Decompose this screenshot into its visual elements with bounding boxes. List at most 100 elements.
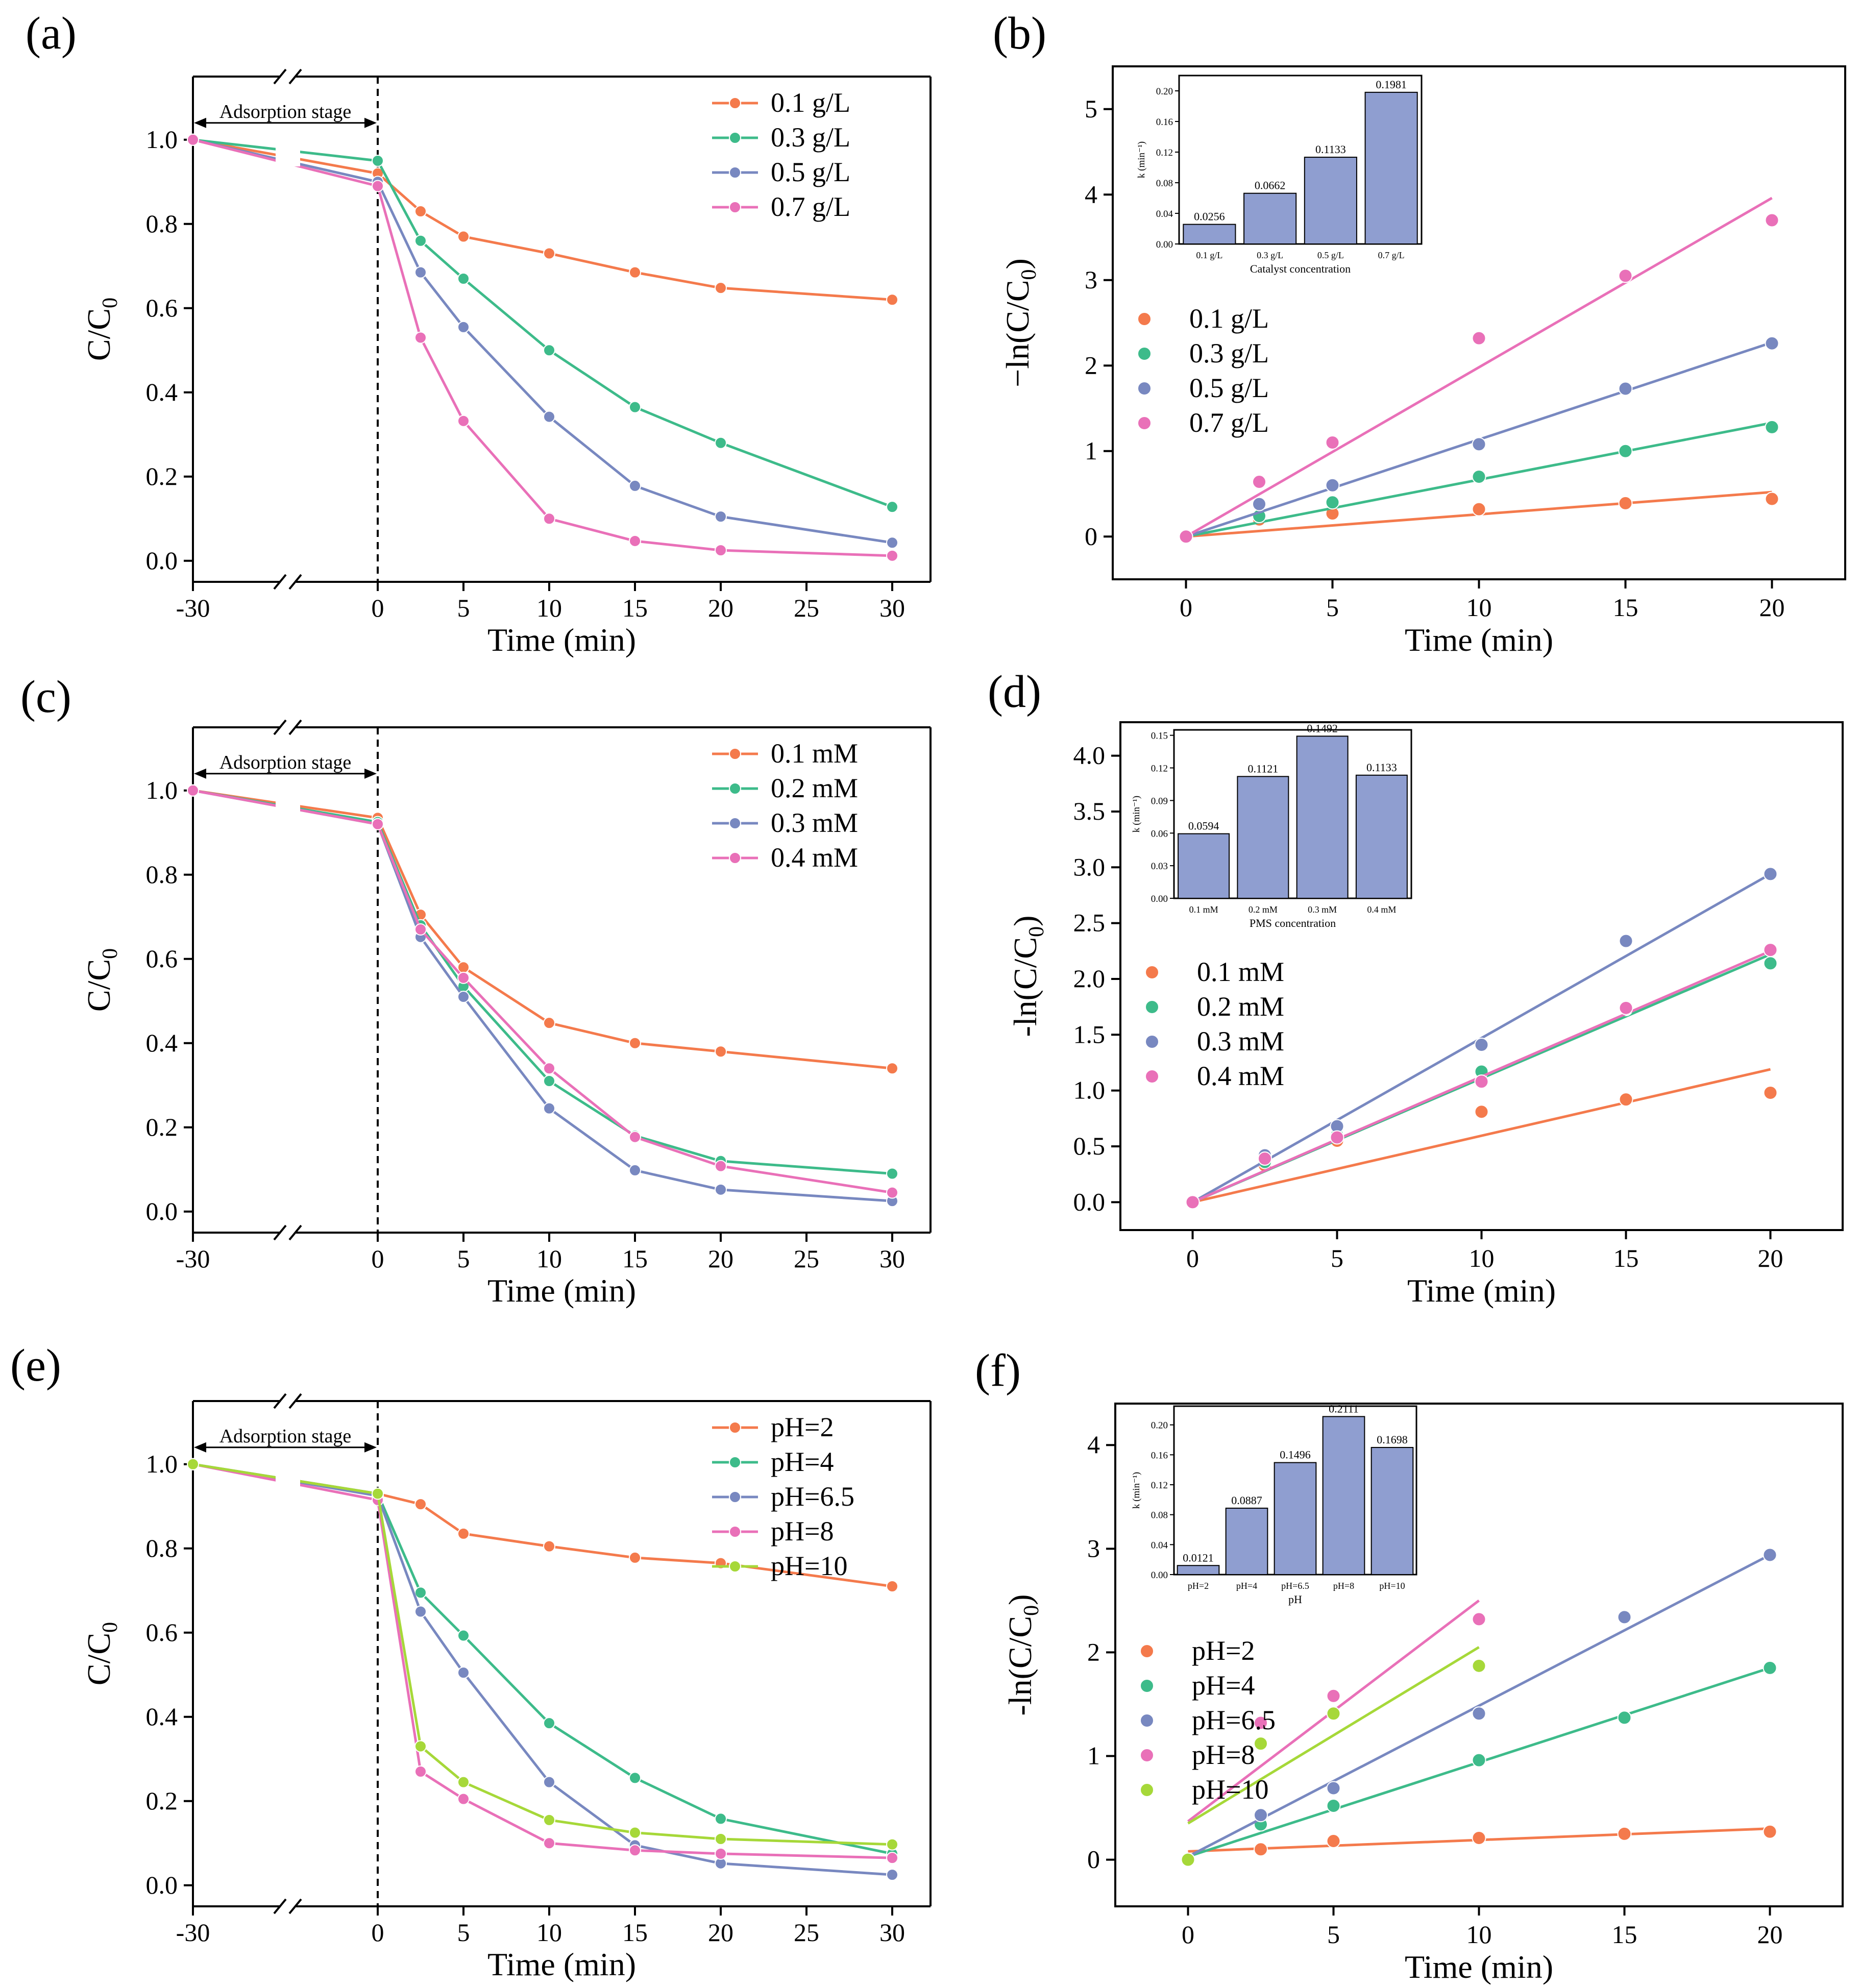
x-tick-label: 20	[1759, 593, 1785, 622]
y-tick-label: 1.0	[146, 776, 178, 804]
legend-label: 0.1 mM	[771, 738, 858, 769]
x-tick-label: 10	[1466, 1920, 1492, 1949]
data-point	[543, 1102, 555, 1115]
series-0.1-g-L	[1179, 490, 1779, 544]
data-point	[886, 1852, 898, 1864]
data-point	[1254, 1736, 1268, 1751]
x-tick-label: 0	[1182, 1920, 1194, 1949]
legend-marker	[729, 1526, 741, 1538]
x-tick-label: 20	[708, 1244, 733, 1273]
data-point	[1474, 1037, 1489, 1052]
x-tick-label: 5	[1331, 1244, 1343, 1272]
inset-bar-value: 0.0662	[1255, 179, 1286, 192]
data-point	[1252, 475, 1266, 489]
data-point	[1472, 1830, 1486, 1845]
data-point	[886, 1869, 898, 1881]
data-point	[457, 414, 470, 427]
data-point	[414, 266, 427, 279]
inset-y-label: k (min⁻¹)	[1136, 141, 1147, 178]
data-point	[1472, 1658, 1486, 1673]
data-point	[457, 971, 470, 984]
data-point	[1763, 1086, 1778, 1100]
x-tick-label: 0	[372, 1244, 384, 1273]
y-tick-label: 0.6	[146, 1618, 178, 1647]
inset-y-tick-label: 0.08	[1151, 1510, 1168, 1521]
y-axis-label: -ln(C/C0)	[1007, 916, 1048, 1037]
legend-label: 0.5 g/L	[771, 157, 850, 187]
data-point	[886, 1062, 898, 1075]
inset-y-tick-label: 0.20	[1151, 1420, 1168, 1431]
legend-label: 0.4 mM	[1197, 1061, 1284, 1091]
data-point	[543, 1717, 555, 1730]
inset-bar	[1322, 1416, 1365, 1576]
data-point	[629, 1037, 641, 1049]
y-tick-label: 0.0	[146, 1871, 178, 1899]
data-point	[715, 282, 727, 294]
legend-label: pH=6.5	[1192, 1705, 1276, 1735]
axis-break-mark	[288, 1224, 302, 1241]
data-point	[1763, 867, 1778, 881]
data-point	[372, 1487, 384, 1500]
y-axis-label-end: )	[1002, 1594, 1038, 1605]
inset-category-label: pH=10	[1379, 1581, 1405, 1591]
y-axis-label-subscript: 0	[1020, 1605, 1043, 1616]
inset-y-label: k (min⁻¹)	[1131, 796, 1142, 832]
y-tick-label: 4.0	[1073, 741, 1106, 770]
data-point	[372, 818, 384, 830]
data-point	[457, 961, 470, 974]
series-pH-10	[187, 1458, 898, 1851]
legend-marker	[1140, 1679, 1154, 1693]
x-tick-label: 25	[794, 594, 819, 622]
series-line	[192, 1463, 893, 1846]
data-point	[187, 784, 199, 797]
legend-marker	[729, 166, 741, 179]
inset-bar	[1274, 1462, 1317, 1575]
axis-break-mark	[273, 1224, 287, 1241]
series-line	[192, 1463, 893, 1876]
x-axis-label: Time (min)	[487, 622, 636, 658]
axis-break-gap	[276, 146, 300, 167]
legend-label: pH=10	[771, 1551, 847, 1581]
data-point	[372, 180, 384, 192]
data-point	[414, 923, 427, 936]
legend-marker	[1137, 347, 1152, 361]
data-point	[1619, 1000, 1633, 1015]
legend-label: 0.7 g/L	[1189, 407, 1269, 438]
panel-d: 0.0 0.5 1.0 1.5 2.0 2.5 3.0 3.5 4.0 0 5 10 15 20 Time …	[1007, 721, 1844, 1309]
data-point	[886, 1580, 898, 1592]
series-0.3-g-L	[187, 133, 898, 513]
data-point	[1617, 1710, 1632, 1725]
inset-bar-value: 0.1121	[1248, 762, 1279, 775]
x-axis-label: Time (min)	[487, 1946, 636, 1982]
inset-bar-value: 0.1698	[1377, 1433, 1408, 1446]
inset-bar-value: 0.1133	[1315, 143, 1346, 156]
inset-bar	[1364, 91, 1418, 244]
legend-label: 0.4 mM	[771, 842, 858, 873]
series-0.7-g-L	[187, 133, 898, 562]
series-0.4-mM	[1185, 943, 1778, 1210]
data-point	[414, 205, 427, 217]
panel-label: (d)	[988, 667, 1041, 717]
data-point	[457, 1629, 470, 1642]
inset-bar-chart: 0.00 0.04 0.08 0.12 0.16 0.20 0.0121 pH=2 0.0887…	[1131, 1402, 1417, 1606]
x-tick-label: 10	[536, 594, 562, 622]
fit-line	[1187, 1554, 1771, 1858]
y-axis-label-main: C/C	[81, 308, 117, 361]
inset-category-label: 0.3 g/L	[1257, 250, 1283, 260]
adsorption-stage-label: Adsorption stage	[219, 101, 352, 122]
data-point	[886, 1186, 898, 1199]
data-point	[543, 1540, 555, 1553]
x-tick-label: 5	[1327, 1920, 1340, 1949]
data-point	[1763, 1548, 1777, 1562]
data-point	[1765, 420, 1779, 434]
x-tick-label: 15	[622, 1244, 648, 1273]
inset-y-tick-label: 0.16	[1156, 117, 1173, 128]
data-point	[457, 991, 470, 1003]
y-tick-label: 0.6	[146, 944, 178, 973]
data-point	[1618, 496, 1633, 510]
inset-bar	[1296, 735, 1349, 899]
inset-bar-value: 0.0887	[1231, 1494, 1262, 1507]
data-point	[1618, 268, 1633, 283]
data-point	[1325, 478, 1340, 493]
